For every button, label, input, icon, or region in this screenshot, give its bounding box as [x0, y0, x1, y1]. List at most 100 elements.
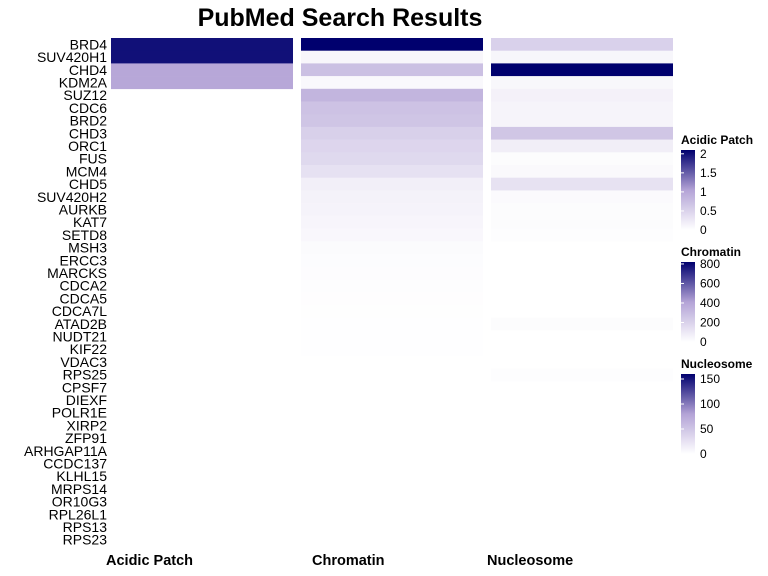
cell-nucleosome-rps25 [491, 368, 673, 382]
column-label-acidic-patch: Acidic Patch [106, 553, 193, 569]
cell-nucleosome-chd3 [491, 126, 673, 140]
legend-tick-chromatin-600: 600 [700, 276, 720, 290]
cell-nucleosome-orc1 [491, 139, 673, 153]
cell-nucleosome-mcm4 [491, 165, 673, 178]
cell-nucleosome-suv420h1 [491, 50, 673, 64]
cell-acidic-patch-brd4 [111, 38, 293, 51]
cell-chromatin-cdca2 [301, 279, 483, 293]
row-label-diexf: DIEXF [66, 392, 107, 408]
cell-chromatin-atad2b [301, 317, 483, 331]
row-label-cpsf7: CPSF7 [62, 379, 107, 395]
row-label-ercc3: ERCC3 [60, 252, 108, 268]
row-label-marcks: MARCKS [47, 265, 107, 281]
row-label-suz12: SUZ12 [63, 87, 107, 103]
legend-tick-acidic-patch-2: 2 [700, 147, 707, 161]
row-label-cdca7l: CDCA7L [52, 303, 107, 319]
cell-chromatin-kif22 [301, 342, 483, 356]
cell-nucleosome-kdm2a [491, 76, 673, 90]
row-label-aurkb: AURKB [59, 201, 107, 217]
cell-chromatin-msh3 [301, 241, 483, 255]
cell-nucleosome-suv420h2 [491, 190, 673, 204]
cell-acidic-patch-suv420h1 [111, 50, 293, 64]
cell-nucleosome-suz12 [491, 88, 673, 102]
legend-tick-chromatin-800: 800 [700, 257, 720, 271]
heatmap-cells [111, 38, 673, 382]
legend-tick-acidic-patch-0-5: 0.5 [700, 204, 717, 218]
legend-tick-acidic-patch-0: 0 [700, 223, 707, 237]
row-label-or10g3: OR10G3 [52, 494, 107, 510]
row-label-zfp91: ZFP91 [65, 430, 107, 446]
row-label-fus: FUS [79, 151, 107, 167]
cell-chromatin-kat7 [301, 215, 483, 229]
row-label-xirp2: XIRP2 [67, 417, 108, 433]
row-label-ccdc137: CCDC137 [43, 455, 107, 471]
cell-nucleosome-fus [491, 152, 673, 166]
row-label-cdca5: CDCA5 [60, 290, 108, 306]
cell-nucleosome-cdc6 [491, 101, 673, 115]
row-label-chd4: CHD4 [69, 62, 107, 78]
row-label-atad2b: ATAD2B [55, 316, 107, 332]
row-label-kif22: KIF22 [70, 341, 108, 357]
cell-nucleosome-kat7 [491, 215, 673, 229]
row-label-rps23: RPS23 [63, 532, 108, 548]
column-label-nucleosome: Nucleosome [487, 553, 573, 569]
row-label-kat7: KAT7 [73, 214, 107, 230]
legend-colorbar-nucleosome [681, 374, 695, 454]
row-label-setd8: SETD8 [62, 227, 107, 243]
cell-chromatin-cdca5 [301, 292, 483, 305]
row-label-cdca2: CDCA2 [60, 278, 108, 294]
row-label-vdac3: VDAC3 [60, 354, 107, 370]
row-label-mrps14: MRPS14 [51, 481, 107, 497]
legend-tick-chromatin-200: 200 [700, 315, 720, 329]
row-label-mcm4: MCM4 [66, 163, 107, 179]
cell-chromatin-chd4 [301, 63, 483, 77]
cell-chromatin-chd5 [301, 177, 483, 191]
legend-tick-nucleosome-0: 0 [700, 447, 707, 461]
row-label-nudt21: NUDT21 [53, 328, 108, 344]
cell-chromatin-brd4 [301, 38, 483, 51]
cell-acidic-patch-kdm2a [111, 76, 293, 90]
row-label-chd3: CHD3 [69, 125, 107, 141]
row-label-suv420h1: SUV420H1 [37, 49, 107, 65]
cell-chromatin-cdc6 [301, 101, 483, 115]
cell-nucleosome-chd5 [491, 177, 673, 191]
cell-chromatin-aurkb [301, 203, 483, 217]
cell-chromatin-kdm2a [301, 76, 483, 90]
cell-chromatin-fus [301, 152, 483, 166]
cell-nucleosome-brd2 [491, 114, 673, 128]
cell-nucleosome-chd4 [491, 63, 673, 77]
legend-tick-nucleosome-50: 50 [700, 422, 714, 436]
row-label-arhgap11a: ARHGAP11A [24, 443, 108, 459]
row-label-polr1e: POLR1E [52, 405, 107, 421]
chart-title: PubMed Search Results [198, 4, 483, 32]
row-label-rps13: RPS13 [63, 519, 108, 535]
cell-chromatin-nudt21 [301, 330, 483, 344]
cell-chromatin-setd8 [301, 228, 483, 242]
cell-chromatin-brd2 [301, 114, 483, 128]
legend-tick-nucleosome-150: 150 [700, 372, 720, 386]
legend-colorbar-chromatin [681, 262, 695, 342]
cell-chromatin-chd3 [301, 126, 483, 140]
row-label-klhl15: KLHL15 [56, 468, 107, 484]
cell-chromatin-marcks [301, 266, 483, 280]
cell-chromatin-ercc3 [301, 253, 483, 267]
legend-tick-chromatin-0: 0 [700, 335, 707, 349]
row-label-orc1: ORC1 [68, 138, 107, 154]
column-label-chromatin: Chromatin [312, 553, 385, 569]
cell-nucleosome-brd4 [491, 38, 673, 51]
row-label-rps25: RPS25 [63, 367, 108, 383]
column-labels: Acidic Patch Chromatin Nucleosome [106, 553, 573, 569]
cell-chromatin-suz12 [301, 88, 483, 102]
row-label-suv420h2: SUV420H2 [37, 189, 107, 205]
cell-nucleosome-setd8 [491, 228, 673, 242]
legend-tick-acidic-patch-1: 1 [700, 185, 707, 199]
row-label-msh3: MSH3 [68, 240, 107, 256]
cell-chromatin-mcm4 [301, 165, 483, 178]
legend-tick-nucleosome-100: 100 [700, 397, 720, 411]
row-label-cdc6: CDC6 [69, 100, 107, 116]
cell-chromatin-suv420h2 [301, 190, 483, 204]
row-label-kdm2a: KDM2A [59, 74, 108, 90]
legend-title-chromatin: Chromatin [681, 245, 741, 259]
